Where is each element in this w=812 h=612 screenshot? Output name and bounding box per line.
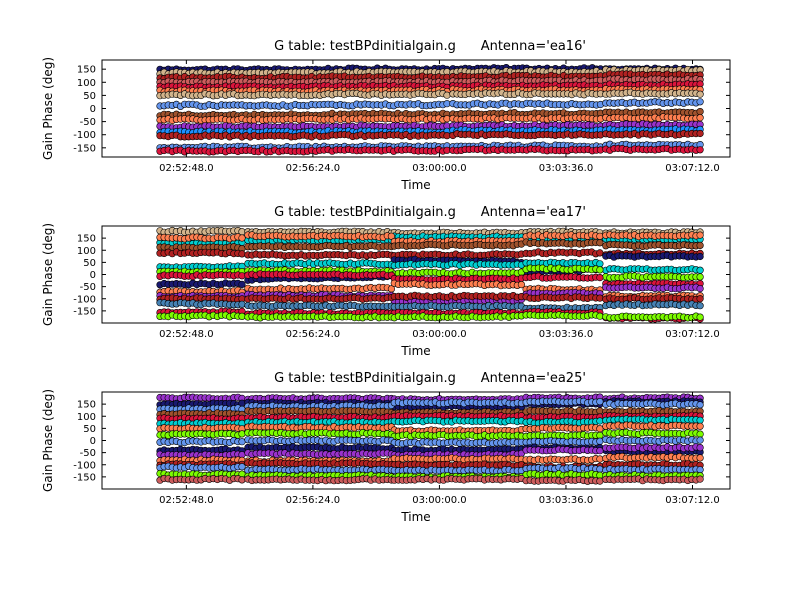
data-point (696, 129, 704, 138)
data-point (696, 98, 704, 106)
x-tick-label: 02:56:24.0 (286, 329, 340, 340)
x-tick-label: 03:07:12.0 (665, 329, 719, 340)
data-point (696, 90, 704, 98)
data-point (696, 273, 704, 281)
data-point (696, 114, 704, 122)
y-axis-label: Gain Phase (deg) (41, 57, 55, 160)
series-10 (156, 113, 704, 125)
data-points (156, 393, 704, 485)
data-point (238, 300, 246, 308)
series-7 (156, 258, 704, 275)
data-points (156, 63, 704, 156)
data-point (696, 146, 704, 154)
chart-title: G table: testBPdinitialgain.g Antenna='e… (274, 205, 586, 220)
data-point (596, 312, 604, 320)
data-point (696, 231, 704, 239)
series-5 (156, 248, 704, 260)
x-tick-label: 02:56:24.0 (286, 163, 340, 174)
y-tick-label: -100 (73, 130, 96, 141)
data-point (596, 407, 604, 415)
y-axis-label: Gain Phase (deg) (41, 389, 55, 492)
y-tick-label: -150 (73, 143, 96, 154)
series-15 (156, 311, 704, 322)
series-4 (156, 238, 704, 253)
data-point (596, 274, 604, 282)
y-tick-label: -50 (80, 117, 96, 128)
series-7 (156, 88, 704, 100)
x-tick-label: 02:52:48.0 (159, 329, 213, 340)
data-point (596, 294, 604, 302)
series-13 (156, 299, 704, 313)
data-points (156, 226, 704, 323)
data-point (596, 249, 604, 257)
y-tick-label: -150 (73, 306, 96, 317)
data-point (517, 281, 526, 289)
data-point (596, 266, 604, 274)
data-point (696, 285, 704, 293)
data-point (696, 241, 704, 249)
series-3 (156, 231, 704, 247)
y-axis-label: Gain Phase (deg) (41, 223, 55, 326)
y-tick-label: 0 (90, 270, 96, 281)
series-4 (156, 406, 704, 419)
data-point (696, 302, 704, 310)
x-tick-label: 03:03:36.0 (539, 329, 593, 340)
data-point (696, 416, 704, 424)
data-point (238, 272, 246, 280)
chart-title: G table: testBPdinitialgain.g Antenna='e… (274, 371, 586, 386)
x-tick-label: 02:52:48.0 (159, 163, 213, 174)
data-point (238, 312, 246, 321)
x-tick-label: 03:03:36.0 (539, 163, 593, 174)
data-point (238, 280, 246, 289)
y-tick-label: 100 (77, 78, 96, 89)
y-tick-label: -50 (80, 282, 96, 293)
chart-title: G table: testBPdinitialgain.g Antenna='e… (274, 39, 586, 54)
data-point (443, 91, 451, 99)
x-axis-label: Time (400, 344, 430, 358)
data-point (238, 250, 246, 258)
series-12 (156, 291, 704, 304)
x-tick-label: 03:00:00.0 (412, 329, 466, 340)
series-8 (156, 98, 704, 110)
y-tick-label: 50 (83, 258, 96, 269)
data-point (596, 232, 604, 240)
data-point (696, 266, 704, 274)
y-tick-label: 150 (77, 234, 96, 245)
data-point (596, 398, 604, 406)
y-tick-label: 0 (90, 104, 96, 115)
data-point (696, 252, 704, 261)
y-tick-label: -100 (73, 294, 96, 305)
data-point (596, 239, 604, 247)
data-point (696, 295, 704, 303)
y-tick-label: 50 (83, 91, 96, 102)
data-point (696, 107, 704, 116)
series-15 (156, 144, 704, 156)
series-13 (156, 129, 704, 141)
chart-panel-2: G table: testBPdinitialgain.g Antenna='e… (41, 205, 731, 358)
panels: G table: testBPdinitialgain.g Antenna='e… (41, 39, 731, 524)
x-tick-label: 03:00:00.0 (412, 163, 466, 174)
y-tick-label: 150 (77, 65, 96, 76)
chart-panel-3: G table: testBPdinitialgain.g Antenna='e… (41, 371, 731, 524)
chart-panel-1: G table: testBPdinitialgain.g Antenna='e… (41, 39, 731, 192)
data-point (696, 313, 704, 321)
x-tick-label: 03:07:12.0 (665, 163, 719, 174)
data-point (696, 401, 704, 409)
data-point (596, 417, 604, 425)
x-axis-label: Time (400, 178, 430, 192)
x-axis-label: Time (400, 510, 430, 524)
data-point (238, 234, 246, 242)
y-tick-label: 100 (77, 246, 96, 257)
